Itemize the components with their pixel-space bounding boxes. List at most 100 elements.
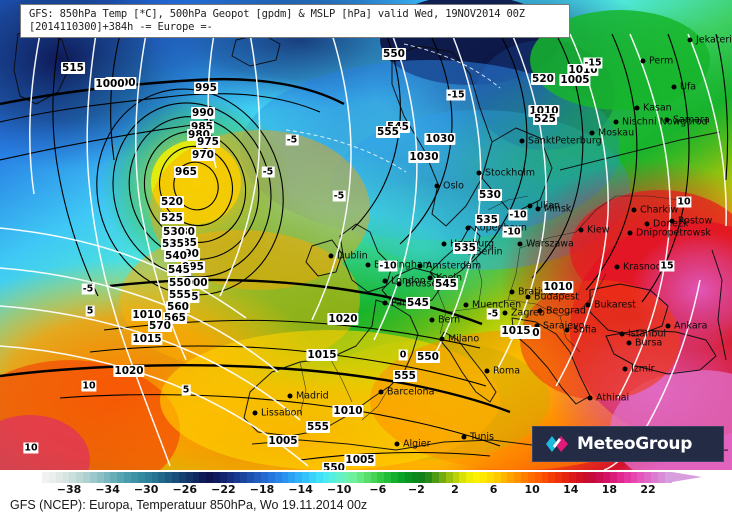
city-marker (525, 294, 531, 300)
colorbar-segment (637, 472, 645, 483)
colorbar-segment (103, 472, 111, 483)
city-marker (534, 323, 540, 329)
colorbar-segment (274, 472, 282, 483)
colorbar-segment (349, 472, 357, 483)
colorbar-segment (575, 472, 583, 483)
colorbar-tick-14: 14 (563, 483, 579, 496)
city-marker (328, 253, 334, 259)
colorbar-tick--22: −22 (211, 483, 236, 496)
colorbar-segment (206, 472, 214, 483)
colorbar-segment (391, 472, 398, 483)
colorbar-segment (165, 472, 173, 483)
city-marker (664, 117, 670, 123)
colorbar-segment (295, 472, 303, 483)
colorbar-arrow-end (672, 472, 702, 482)
city-marker (613, 119, 619, 125)
colorbar-segment (514, 472, 522, 483)
city-marker (382, 300, 388, 306)
colorbar-tick--34: −34 (95, 483, 120, 496)
colorbar-segment (384, 472, 392, 483)
colorbar-segment (363, 472, 371, 483)
colorbar-segment (445, 472, 453, 483)
colorbar-tick-18: 18 (601, 483, 618, 496)
colorbar-segment (144, 472, 152, 483)
city-marker (587, 395, 593, 401)
colorbar-tick--10: −10 (326, 483, 352, 496)
city-marker (627, 230, 633, 236)
colorbar-segment (336, 472, 344, 483)
colorbar-segment (233, 472, 241, 483)
colorbar-segment (308, 472, 316, 483)
city-marker (502, 310, 508, 316)
colorbar-segment (562, 472, 569, 483)
city-marker (671, 84, 677, 90)
city-marker (439, 336, 445, 342)
colorbar-segment (500, 472, 508, 483)
title-line-2: [2014110300]+384h -= Europe =- (29, 20, 213, 33)
colorbar-segment (534, 472, 542, 483)
city-marker (394, 441, 400, 447)
colorbar-segment (651, 472, 658, 483)
city-marker (644, 221, 650, 227)
meteogroup-logo: MeteoGroup (532, 426, 724, 462)
meteogroup-wordmark: MeteoGroup (577, 434, 693, 454)
colorbar-segment (603, 472, 611, 483)
colorbar-segment (630, 472, 638, 483)
meteogroup-diamond-icon (545, 434, 569, 454)
colorbar-segment (151, 472, 159, 483)
city-marker (622, 366, 628, 372)
colorbar-segment (493, 472, 501, 483)
colorbar-segment (55, 472, 63, 483)
city-marker (287, 393, 293, 399)
city-marker (578, 227, 584, 233)
colorbar-segment (130, 472, 138, 483)
city-marker (417, 263, 423, 269)
colorbar-tick-22: 22 (640, 483, 656, 496)
city-marker (396, 281, 402, 287)
city-marker (537, 308, 543, 314)
colorbar-segment (247, 472, 255, 483)
map-raster (0, 0, 732, 470)
colorbar-tick--26: −26 (172, 483, 198, 496)
city-marker (535, 206, 541, 212)
city-marker (461, 434, 467, 440)
city-marker (619, 331, 625, 337)
colorbar-tick-10: 10 (524, 483, 540, 496)
city-marker (589, 130, 595, 136)
colorbar-segment (172, 472, 179, 483)
colorbar-segment (582, 472, 590, 483)
colorbar-segment (281, 472, 289, 483)
colorbar-segment (610, 472, 617, 483)
colorbar-segment (473, 472, 480, 483)
colorbar-segment (480, 472, 487, 483)
colorbar-segment (466, 472, 474, 483)
city-marker (466, 249, 472, 255)
colorbar-segment (62, 472, 70, 483)
city-marker (434, 183, 440, 189)
city-marker (463, 302, 469, 308)
colorbar-segment (83, 472, 90, 483)
city-marker (465, 225, 471, 231)
colorbar-segment (213, 472, 220, 483)
weather-map-canvas[interactable]: JekaterinburgPermUfaKasanSamaraNischni N… (0, 0, 732, 470)
colorbar-segment (486, 472, 494, 483)
city-marker (365, 262, 371, 268)
colorbar-segment (110, 472, 118, 483)
colorbar-segment (541, 472, 549, 483)
colorbar-segment (302, 472, 309, 483)
colorbar-gradient (42, 472, 702, 483)
colorbar-segment (664, 472, 672, 483)
city-marker (626, 340, 632, 346)
city-marker (517, 241, 523, 247)
city-marker (429, 317, 435, 323)
city-marker (585, 302, 591, 308)
city-marker (519, 138, 525, 144)
colorbar-segment (42, 472, 49, 483)
colorbar-tick--14: −14 (288, 483, 313, 496)
map-title-box: GFS: 850hPa Temp [*C], 500hPa Geopot [gp… (20, 4, 570, 38)
colorbar-segment (596, 472, 604, 483)
colorbar-segment (48, 472, 56, 483)
city-marker (509, 289, 515, 295)
colorbar-segment (459, 472, 467, 483)
colorbar-segment (315, 472, 323, 483)
